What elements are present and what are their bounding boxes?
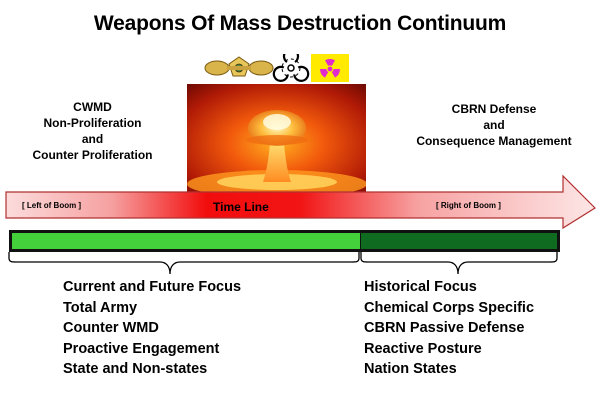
list-item: State and Non-states	[63, 361, 208, 377]
list-item: Nation States	[364, 361, 457, 377]
list-item: Total Army	[63, 299, 138, 316]
chemical-agent-icon	[204, 56, 274, 77]
right-header-line: Consequence Management	[416, 134, 572, 148]
right-header-line: CBRN Defense	[451, 102, 537, 116]
left-header: CWMD Non-Proliferation and Counter Proli…	[0, 99, 185, 163]
left-bracket	[8, 252, 360, 275]
mushroom-cloud-image	[187, 84, 366, 192]
left-header-line: Non-Proliferation	[43, 116, 142, 130]
list-item: Current and Future Focus	[63, 279, 242, 295]
right-header: CBRN Defense and Consequence Management	[398, 101, 590, 149]
list-item: Proactive Engagement	[63, 340, 220, 357]
left-header-line: and	[81, 132, 104, 146]
right-of-boom-label: [ Right of Boom ]	[436, 201, 501, 210]
left-header-line: Counter Proliferation	[32, 148, 153, 162]
list-item: Counter WMD	[63, 320, 159, 336]
right-bracket	[360, 252, 558, 275]
list-item: Reactive Posture	[364, 340, 482, 357]
historical-focus-bar	[361, 233, 557, 249]
left-header-line: CWMD	[73, 100, 112, 114]
right-header-line: and	[483, 118, 505, 132]
left-focus-list: Current and Future Focus Total Army Coun…	[63, 277, 241, 380]
radiation-icon	[311, 54, 349, 82]
current-focus-bar	[12, 233, 360, 249]
biohazard-icon	[272, 54, 310, 82]
left-of-boom-label: [ Left of Boom ]	[22, 201, 82, 210]
wmd-icons	[204, 54, 349, 82]
timeline-label: Time Line	[213, 200, 269, 214]
timeline-arrow	[5, 174, 596, 230]
list-item: Historical Focus	[364, 279, 477, 295]
list-item: Chemical Corps Specific	[364, 299, 535, 316]
page-title: Weapons Of Mass Destruction Continuum	[93, 12, 507, 35]
focus-bars	[8, 230, 560, 275]
list-item: CBRN Passive Defense	[364, 320, 525, 336]
right-focus-list: Historical Focus Chemical Corps Specific…	[364, 277, 534, 380]
